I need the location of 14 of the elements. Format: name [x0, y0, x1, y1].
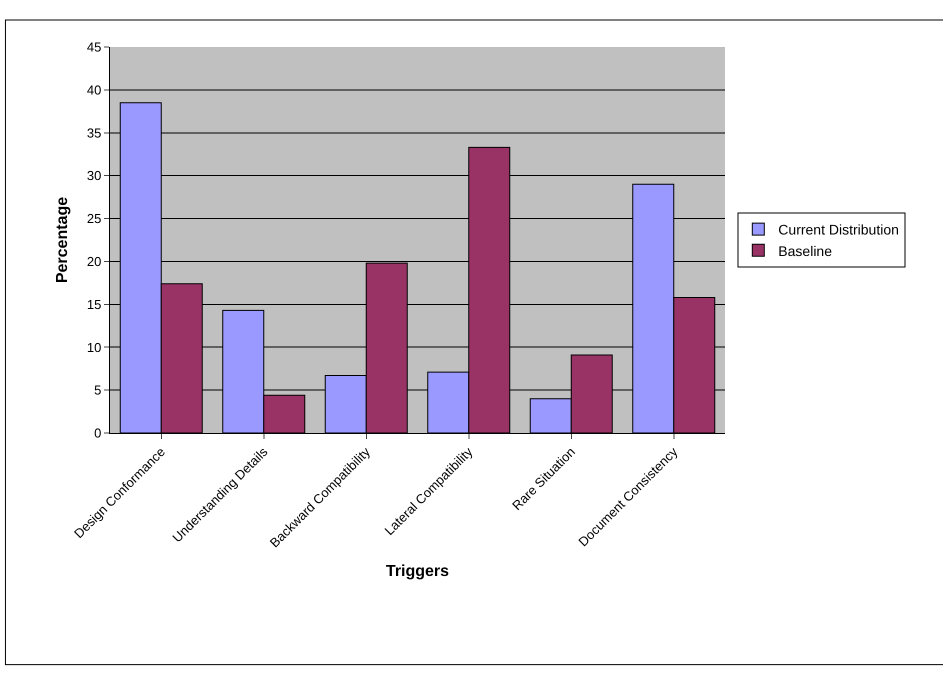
y-tick-label: 20	[86, 254, 102, 269]
y-tick-label: 15	[86, 296, 102, 312]
x-axis-title: Triggers	[386, 563, 450, 580]
legend-label: Baseline	[778, 242, 832, 259]
legend-label: Current Distribution	[778, 222, 899, 238]
y-tick-label: 35	[86, 125, 102, 140]
y-tick-label: 40	[86, 82, 102, 98]
y-tick-label: 30	[86, 168, 102, 184]
y-tick-label: 0	[94, 426, 102, 441]
y-axis-title: Percentage	[54, 196, 71, 284]
y-tick-label: 5	[94, 382, 102, 398]
y-tick-label: 25	[86, 211, 102, 226]
y-tick-label: 45	[86, 40, 102, 55]
y-tick-label: 10	[86, 340, 102, 355]
